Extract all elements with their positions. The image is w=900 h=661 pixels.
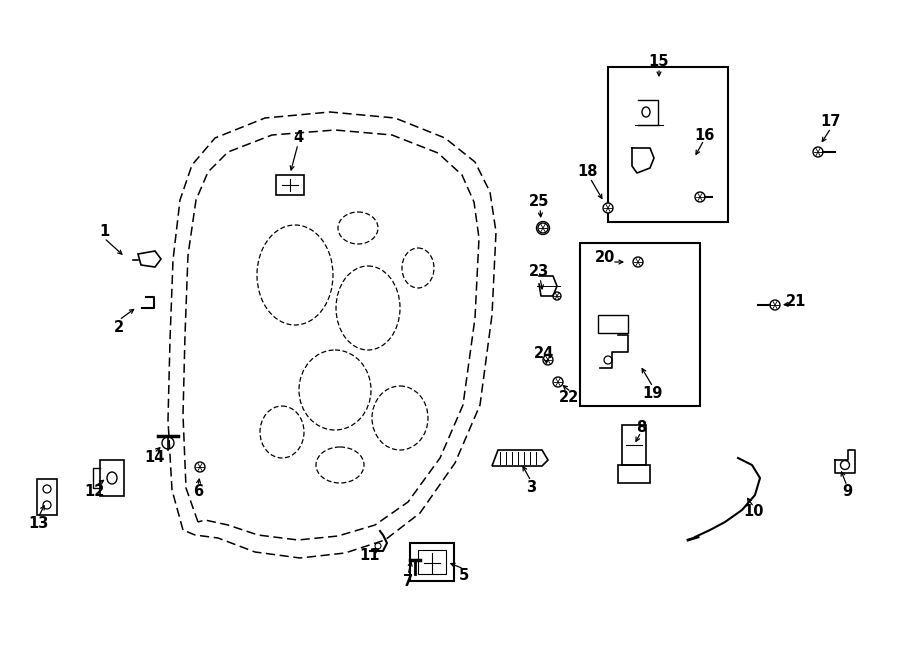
Bar	[276, 175, 304, 195]
Bar	[608, 67, 728, 222]
Bar	[618, 465, 650, 483]
Text: 5: 5	[459, 568, 469, 584]
Text: 12: 12	[84, 485, 104, 500]
Text: 17: 17	[821, 114, 842, 128]
Bar	[598, 315, 628, 333]
Text: 9: 9	[842, 485, 852, 500]
Text: 10: 10	[743, 504, 764, 520]
Polygon shape	[195, 462, 205, 472]
Polygon shape	[538, 223, 548, 233]
Text: 13: 13	[28, 516, 49, 531]
Polygon shape	[492, 450, 548, 466]
Bar	[100, 460, 124, 496]
Polygon shape	[553, 292, 561, 300]
Text: 4: 4	[292, 130, 303, 145]
Bar	[418, 550, 446, 574]
Bar	[622, 425, 646, 465]
Bar	[410, 543, 454, 581]
Text: 20: 20	[595, 251, 616, 266]
Polygon shape	[603, 203, 613, 213]
Text: 24: 24	[534, 346, 554, 360]
Text: 3: 3	[526, 481, 536, 496]
Bar	[580, 243, 700, 406]
Text: 16: 16	[694, 128, 715, 143]
Bar	[37, 479, 57, 515]
Text: 21: 21	[786, 295, 806, 309]
Polygon shape	[695, 192, 705, 202]
Polygon shape	[162, 437, 174, 449]
Polygon shape	[813, 147, 823, 157]
Text: 7: 7	[403, 574, 413, 590]
Polygon shape	[543, 355, 553, 365]
Text: 23: 23	[529, 264, 549, 280]
Polygon shape	[770, 300, 780, 310]
Text: 6: 6	[193, 485, 203, 500]
Text: 19: 19	[643, 385, 663, 401]
Polygon shape	[633, 257, 643, 267]
Text: 1: 1	[99, 225, 109, 239]
Text: 22: 22	[559, 389, 579, 405]
Polygon shape	[553, 377, 563, 387]
Polygon shape	[138, 251, 161, 267]
Text: 14: 14	[144, 451, 164, 465]
Text: 11: 11	[360, 549, 380, 563]
Text: 18: 18	[578, 165, 599, 180]
Text: 2: 2	[114, 319, 124, 334]
Text: 15: 15	[649, 54, 670, 69]
Text: 8: 8	[636, 420, 646, 434]
Text: 25: 25	[529, 194, 549, 210]
